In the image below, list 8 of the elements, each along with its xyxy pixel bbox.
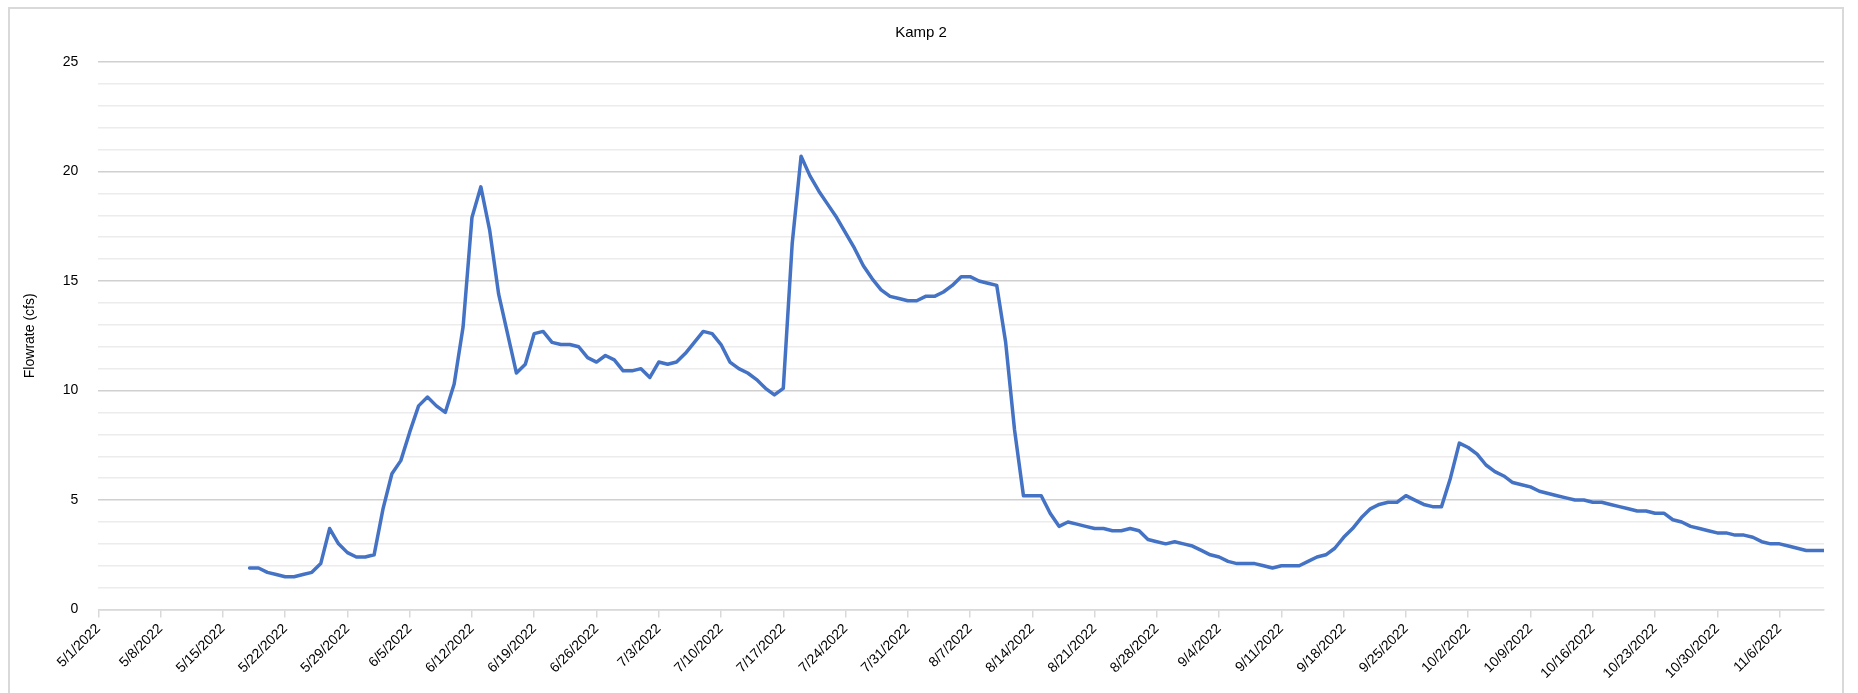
y-tick-label: 15 (62, 271, 79, 288)
y-tick-label: 25 (62, 52, 79, 69)
y-axis-title: Flowrate (cfs) (21, 293, 38, 379)
y-tick-label: 10 (62, 381, 79, 398)
y-tick-label: 20 (62, 162, 79, 179)
chart-title: Kamp 2 (895, 23, 947, 41)
y-tick-label: 5 (70, 490, 79, 507)
y-tick-label: 0 (70, 600, 79, 617)
